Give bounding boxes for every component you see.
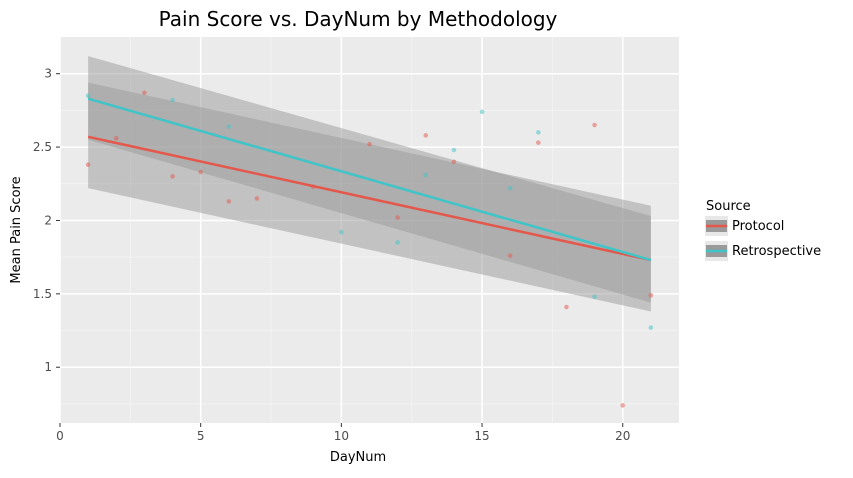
y-tick-label: 3 <box>44 67 52 81</box>
data-point <box>254 196 260 201</box>
data-point <box>536 140 541 145</box>
y-axis: 1 1.5 2 2.5 3 <box>33 67 60 374</box>
data-point <box>395 215 400 220</box>
data-point <box>367 141 372 147</box>
data-point <box>198 169 203 175</box>
x-tick-label: 20 <box>615 429 630 443</box>
data-point <box>423 172 429 178</box>
legend-label: Protocol <box>732 219 784 234</box>
data-point <box>339 229 344 235</box>
data-point <box>170 174 175 179</box>
y-axis-label: Mean Pain Score <box>9 176 24 283</box>
x-tick-label: 0 <box>56 429 64 443</box>
data-point <box>451 159 457 165</box>
data-point <box>113 135 119 141</box>
data-point <box>170 97 175 103</box>
data-point <box>564 304 569 310</box>
data-point <box>592 122 597 128</box>
x-axis: 0 5 10 15 20 <box>56 423 630 443</box>
data-point <box>648 325 654 330</box>
data-point <box>507 185 513 191</box>
data-point <box>592 294 597 300</box>
data-point <box>85 93 91 99</box>
y-tick-label: 1 <box>44 360 52 374</box>
y-tick-label: 1.5 <box>33 287 52 301</box>
x-tick-label: 5 <box>197 429 205 443</box>
fit-lines <box>87 97 652 262</box>
data-point <box>226 199 232 204</box>
fit-line <box>87 135 652 262</box>
data-point <box>85 162 91 167</box>
legend: Source Protocol Retrospective <box>705 199 821 261</box>
data-point <box>536 130 541 135</box>
data-point <box>395 240 400 245</box>
fit-line <box>87 97 652 262</box>
data-point <box>507 253 513 258</box>
data-point <box>142 90 147 96</box>
legend-label: Retrospective <box>732 244 821 259</box>
data-point <box>648 293 654 298</box>
data-point <box>226 124 232 129</box>
y-tick-label: 2.5 <box>33 140 52 154</box>
scatter-points <box>85 90 654 408</box>
x-tick-label: 15 <box>474 429 489 443</box>
legend-title: Source <box>706 199 751 214</box>
data-point <box>451 147 457 153</box>
x-tick-label: 10 <box>334 429 349 443</box>
chart-title: Pain Score vs. DayNum by Methodology <box>159 7 558 31</box>
x-axis-label: DayNum <box>330 450 386 465</box>
y-tick-label: 2 <box>44 213 52 227</box>
data-point <box>423 133 429 138</box>
data-point <box>620 403 626 408</box>
data-point <box>479 109 485 115</box>
